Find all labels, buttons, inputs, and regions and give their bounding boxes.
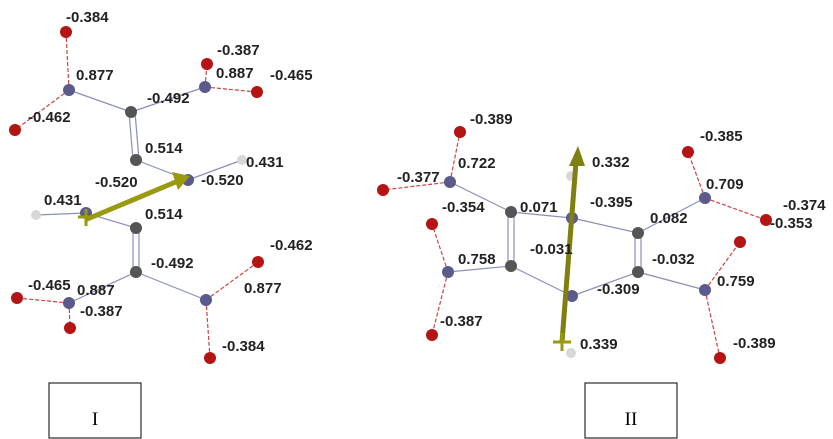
charge-label: -0.385 — [700, 128, 743, 145]
charge-label: -0.384 — [66, 9, 109, 26]
charge-label: -0.462 — [270, 237, 313, 254]
charge-label: 0.709 — [706, 176, 744, 193]
charge-label: -0.465 — [28, 277, 71, 294]
charge-label: -0.387 — [80, 303, 123, 320]
charge-label: -0.387 — [217, 42, 260, 59]
charge-label: -0.389 — [470, 111, 513, 128]
charge-label: -0.395 — [590, 194, 633, 211]
charge-label: 0.332 — [592, 154, 630, 171]
charge-label: 0.877 — [76, 67, 114, 84]
charge-label: 0.887 — [77, 282, 115, 299]
charge-label: -0.389 — [733, 335, 776, 352]
charge-label: -0.492 — [147, 90, 190, 107]
charge-label: 0.887 — [216, 65, 254, 82]
charge-label: -0.354 — [442, 199, 485, 216]
charge-label: 0.431 — [246, 154, 284, 171]
molecule-label: II — [625, 409, 638, 430]
charge-label: -0.387 — [440, 313, 483, 330]
charge-label: 0.339 — [580, 336, 618, 353]
charge-label: -0.465 — [270, 67, 313, 84]
charge-label: -0.309 — [597, 281, 640, 298]
charge-label: -0.374 — [783, 197, 826, 214]
charge-label: 0.758 — [458, 251, 496, 268]
charge-label: 0.431 — [44, 192, 82, 209]
charge-label: 0.759 — [717, 273, 755, 290]
charge-label: -0.353 — [770, 215, 813, 232]
charge-label: 0.071 — [520, 199, 558, 216]
molecule-ii-structure — [377, 126, 772, 364]
charge-label: -0.462 — [28, 109, 71, 126]
charge-label: -0.492 — [151, 255, 194, 272]
charge-label: -0.032 — [652, 251, 695, 268]
charge-label: -0.384 — [222, 338, 265, 355]
charge-label: 0.514 — [145, 206, 183, 223]
charge-label: 0.514 — [145, 140, 183, 157]
diagram: I II -0.384 0.877 -0.387 0.887 -0.465 -0.492 -… — [0, 0, 833, 439]
charge-label: -0.520 — [95, 174, 138, 191]
charge-label: -0.031 — [530, 241, 573, 258]
charge-label: 0.082 — [650, 210, 688, 227]
charge-label: 0.722 — [458, 155, 496, 172]
charge-label: -0.377 — [397, 169, 440, 186]
charge-label: 0.877 — [244, 280, 282, 297]
charge-label: -0.520 — [201, 172, 244, 189]
molecule-label: I — [92, 409, 98, 430]
